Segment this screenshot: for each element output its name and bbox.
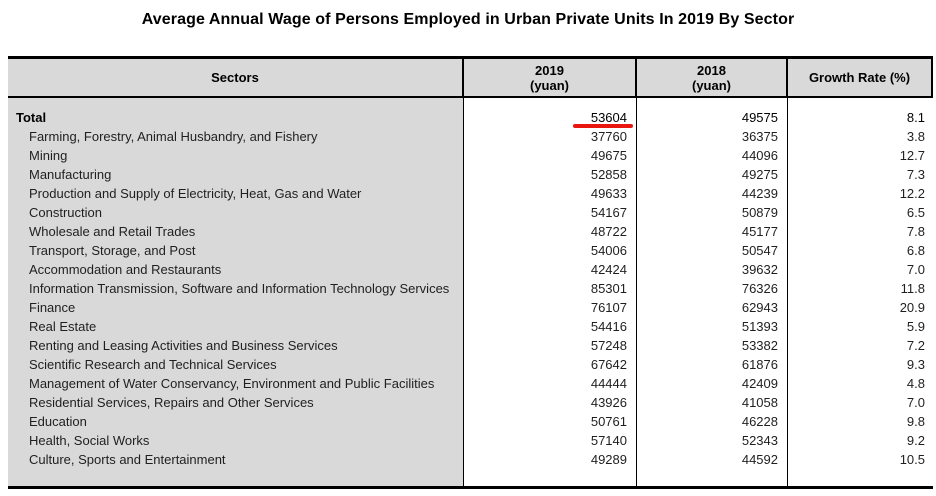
wage-2019-value: 49289 <box>590 452 627 467</box>
wage-2019-value: 53604 <box>464 108 636 128</box>
growth-rate-column: 8.1 3.8 12.7 7.3 12.2 6.5 7.8 6.8 7.0 11.8 20.9 5.9… <box>788 98 933 486</box>
growth-rate-value: 7.3 <box>906 167 925 182</box>
wage-2018-value: 49275 <box>741 167 778 182</box>
wage-2019-value: 54006 <box>590 243 627 258</box>
header-growth-label: Growth Rate (%) <box>808 70 911 85</box>
sector-label: Residential Services, Repairs and Other … <box>29 395 314 410</box>
sector-label: Information Transmission, Software and I… <box>29 281 450 296</box>
growth-rate-value: 12.7 <box>899 148 925 163</box>
red-underline-annotation <box>573 124 633 128</box>
growth-rate-value: 7.2 <box>906 338 925 353</box>
wage-2019-value: 54167 <box>590 205 627 220</box>
header-2018-year: 2018 <box>697 62 726 78</box>
wage-2019-column: 53604 37760 49675 52858 49633 54167 48722 54006… <box>464 98 637 486</box>
header-2019-year: 2019 <box>535 62 564 78</box>
wage-2018-value: 50879 <box>741 205 778 220</box>
sector-label: Real Estate <box>29 319 97 334</box>
wage-2018-value: 62943 <box>741 300 778 315</box>
growth-rate-value: 5.9 <box>906 319 925 334</box>
wage-2019-value: 37760 <box>590 129 627 144</box>
wage-2019-value: 52858 <box>590 167 627 182</box>
wage-2018-value: 36375 <box>741 129 778 144</box>
wage-2019-value: 50761 <box>590 414 627 429</box>
sector-label: Manufacturing <box>29 167 112 182</box>
header-cell-2019: 2019 (yuan) <box>464 59 637 96</box>
header-cell-2018: 2018 (yuan) <box>637 59 788 96</box>
sectors-column: Total Farming, Forestry, Animal Husbandry… <box>8 98 464 486</box>
wage-2018-value: 53382 <box>741 338 778 353</box>
growth-rate-value: 4.8 <box>906 376 925 391</box>
table-body: Total Farming, Forestry, Animal Husbandry… <box>8 98 933 486</box>
sector-label: Scientific Research and Technical Servic… <box>29 357 277 372</box>
growth-rate-value: 10.5 <box>899 452 925 467</box>
wage-2019-value: 49633 <box>590 186 627 201</box>
sector-label: Culture, Sports and Entertainment <box>29 452 226 467</box>
wage-2019-value: 85301 <box>590 281 627 296</box>
header-cell-sectors: Sectors <box>8 59 464 96</box>
sector-label: Mining <box>29 148 68 163</box>
growth-rate-value: 6.8 <box>906 243 925 258</box>
wage-2018-value: 61876 <box>741 357 778 372</box>
sector-label: Transport, Storage, and Post <box>29 243 196 258</box>
wage-2018-value: 42409 <box>741 376 778 391</box>
growth-rate-value: 12.2 <box>899 186 925 201</box>
wage-2019-value: 67642 <box>590 357 627 372</box>
wage-2018-value: 76326 <box>741 281 778 296</box>
table-header-row: Sectors 2019 (yuan) 2018 (yuan) Growth R… <box>8 59 933 98</box>
sector-label: Renting and Leasing Activities and Busin… <box>29 338 338 353</box>
wage-2018-value: 45177 <box>741 224 778 239</box>
wage-2019-value: 57248 <box>590 338 627 353</box>
sector-label: Total <box>16 110 47 125</box>
sector-label: Management of Water Conservancy, Environ… <box>29 376 435 391</box>
wage-2018-value: 52343 <box>741 433 778 448</box>
growth-rate-value: 20.9 <box>899 300 925 315</box>
wage-2018-value: 44592 <box>741 452 778 467</box>
growth-rate-value: 9.3 <box>906 357 925 372</box>
sector-label: Accommodation and Restaurants <box>29 262 222 277</box>
wage-2019-value: 49675 <box>590 148 627 163</box>
wage-2019-value: 54416 <box>590 319 627 334</box>
wage-2018-value: 46228 <box>741 414 778 429</box>
growth-rate-value: 9.8 <box>906 414 925 429</box>
header-2019-unit: (yuan) <box>530 77 569 93</box>
wage-2019-value: 48722 <box>590 224 627 239</box>
sector-label: Finance <box>29 300 76 315</box>
header-sectors-label: Sectors <box>211 70 259 85</box>
growth-rate-value: 7.0 <box>906 395 925 410</box>
wage-2018-value: 41058 <box>741 395 778 410</box>
wage-2019-value: 76107 <box>590 300 627 315</box>
wage-2019-value: 43926 <box>590 395 627 410</box>
wage-2019-value: 44444 <box>590 376 627 391</box>
wage-2018-value: 49575 <box>741 110 778 125</box>
growth-rate-value: 9.2 <box>906 433 925 448</box>
wage-2018-value: 44239 <box>741 186 778 201</box>
wage-2018-column: 49575 36375 44096 49275 44239 50879 45177 50547… <box>637 98 788 486</box>
wage-table: Sectors 2019 (yuan) 2018 (yuan) Growth R… <box>8 56 933 489</box>
wage-2018-value: 39632 <box>741 262 778 277</box>
wage-2018-value: 51393 <box>741 319 778 334</box>
sector-label: Health, Social Works <box>29 433 150 448</box>
page-title: Average Annual Wage of Persons Employed … <box>141 11 795 28</box>
highlighted-total-2019-value: 53604 <box>590 110 627 126</box>
header-cell-growth-rate: Growth Rate (%) <box>788 59 933 96</box>
growth-rate-value: 11.8 <box>900 281 925 296</box>
sector-label: Production and Supply of Electricity, He… <box>29 186 362 201</box>
wage-2019-value: 57140 <box>590 433 627 448</box>
sector-label: Wholesale and Retail Trades <box>29 224 196 239</box>
growth-rate-value: 7.8 <box>906 224 925 239</box>
sector-label: Construction <box>29 205 102 220</box>
sector-label: Education <box>29 414 87 429</box>
growth-rate-value: 6.5 <box>906 205 925 220</box>
wage-2019-value: 42424 <box>590 262 627 277</box>
header-2018-unit: (yuan) <box>692 77 731 93</box>
growth-rate-value: 8.1 <box>906 110 925 125</box>
growth-rate-value: 3.8 <box>906 129 925 144</box>
wage-2018-value: 44096 <box>741 148 778 163</box>
wage-2018-value: 50547 <box>741 243 778 258</box>
sector-label: Farming, Forestry, Animal Husbandry, and… <box>29 129 318 144</box>
growth-rate-value: 7.0 <box>906 262 925 277</box>
